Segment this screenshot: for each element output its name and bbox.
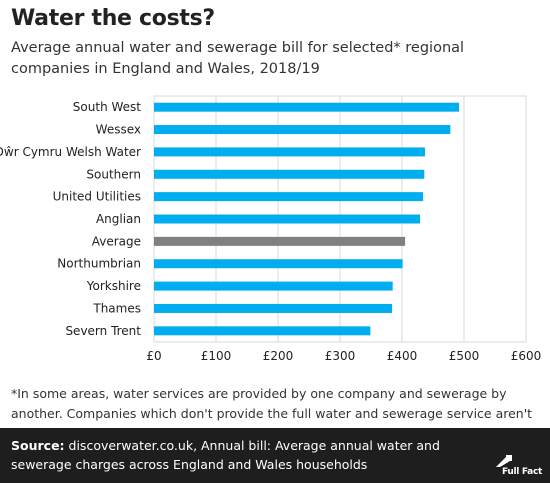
category-label: United Utilities bbox=[53, 190, 141, 204]
bar bbox=[154, 192, 424, 202]
x-tick-label: £200 bbox=[263, 349, 294, 363]
x-tick-label: £500 bbox=[449, 349, 480, 363]
bar bbox=[154, 125, 451, 135]
chart-title: Water the costs? bbox=[11, 6, 215, 31]
bar bbox=[154, 236, 406, 246]
x-tick-label: £100 bbox=[201, 349, 232, 363]
bar bbox=[154, 281, 393, 291]
category-label: South West bbox=[73, 100, 141, 114]
category-label: Dŵr Cymru Welsh Water bbox=[0, 145, 141, 159]
x-tick-label: £300 bbox=[325, 349, 356, 363]
chart-subtitle: Average annual water and sewerage bill f… bbox=[11, 40, 465, 77]
bar bbox=[154, 102, 460, 112]
x-tick-label: £600 bbox=[511, 349, 542, 363]
category-label: Southern bbox=[86, 167, 141, 181]
category-label: Severn Trent bbox=[65, 324, 141, 338]
category-label: Northumbrian bbox=[57, 257, 141, 271]
bar bbox=[154, 147, 425, 157]
full-fact-logo-icon: Full Fact bbox=[490, 455, 542, 477]
category-label: Average bbox=[92, 234, 141, 248]
category-label: Anglian bbox=[96, 212, 141, 226]
logo-mark-icon bbox=[496, 455, 512, 467]
bar bbox=[154, 326, 371, 336]
source-text: Source: discoverwater.co.uk, Annual bill… bbox=[11, 436, 481, 474]
category-label: Wessex bbox=[96, 123, 141, 137]
bar bbox=[154, 259, 403, 269]
bar-chart: South West Wessex Dŵr Cymru Welsh Water Sou… bbox=[0, 95, 542, 363]
source-footer: Source: discoverwater.co.uk, Annual bill… bbox=[0, 428, 550, 483]
bar bbox=[154, 214, 420, 224]
bar bbox=[154, 303, 393, 313]
x-tick-label: £0 bbox=[146, 349, 161, 363]
source-description: discoverwater.co.uk, Annual bill: Averag… bbox=[11, 438, 440, 472]
logo-text: Full Fact bbox=[501, 467, 542, 477]
x-tick-label: £400 bbox=[387, 349, 418, 363]
source-label: Source: bbox=[11, 438, 65, 453]
category-label: Thames bbox=[92, 301, 141, 315]
category-label: Yorkshire bbox=[86, 279, 141, 293]
bar bbox=[154, 169, 425, 179]
